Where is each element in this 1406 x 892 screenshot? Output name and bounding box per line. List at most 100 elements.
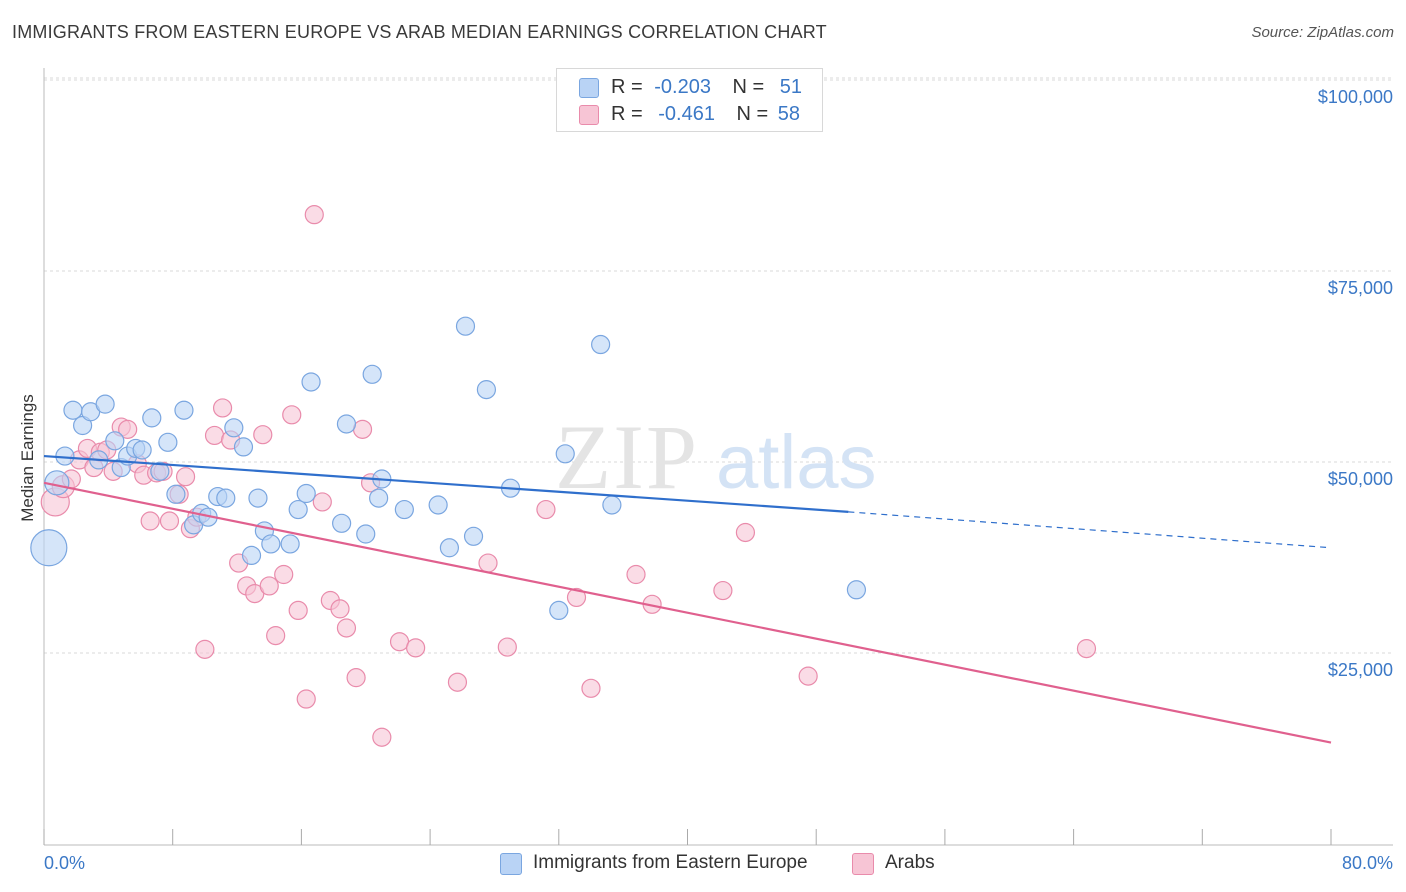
y-axis-title: Median Earnings	[18, 394, 37, 522]
arab-point	[352, 419, 373, 439]
eastern-europe-point	[296, 483, 316, 504]
arab-point	[497, 637, 517, 657]
arab-point	[447, 672, 468, 692]
arab-point	[296, 689, 316, 709]
eastern-europe-point	[224, 418, 244, 438]
arab-point	[735, 522, 756, 543]
arab-point	[175, 467, 196, 487]
eastern-europe-point	[476, 380, 497, 400]
arab-point	[406, 638, 426, 658]
eastern-europe-point	[555, 444, 575, 464]
eastern-europe-point	[336, 414, 357, 434]
arab-point	[118, 419, 138, 439]
arab-point	[389, 632, 410, 652]
eastern-europe-point	[248, 488, 268, 508]
eastern-europe-trend-extension	[848, 511, 1332, 549]
arab-point	[312, 492, 332, 512]
eastern-europe-point	[142, 408, 162, 428]
chart-title: IMMIGRANTS FROM EASTERN EUROPE VS ARAB M…	[12, 22, 827, 42]
arab-point	[713, 580, 733, 601]
arab-point	[282, 405, 302, 425]
arabs-trend-line	[43, 481, 1332, 744]
legend-swatch-blue	[579, 78, 599, 98]
arab-point	[288, 600, 308, 621]
legend-n-label: N =	[732, 76, 765, 98]
arab-point	[253, 425, 273, 445]
eastern-europe-point	[174, 400, 194, 420]
eastern-europe-point	[602, 495, 622, 515]
eastern-europe-point	[356, 524, 376, 544]
axis-layer: $25,000 $50,000 $75,000 $100,000	[43, 68, 1393, 846]
eastern-europe-point	[369, 488, 389, 508]
legend-swatch-pink	[579, 105, 599, 125]
legend-n-value-pink: 58	[777, 103, 801, 125]
arab-point	[304, 205, 324, 225]
watermark-zip: ZIP	[555, 406, 699, 508]
eastern-europe-point	[439, 538, 460, 558]
y-tick-label: $100,000	[1318, 87, 1393, 107]
arab-point	[140, 511, 160, 531]
arab-point	[204, 425, 225, 446]
eastern-europe-point	[428, 495, 448, 515]
arab-point	[478, 553, 498, 573]
legend-n-value-blue: 51	[779, 76, 803, 98]
eastern-europe-point	[591, 334, 611, 355]
eastern-europe-point	[158, 432, 178, 452]
legend-n-label: N =	[736, 103, 769, 125]
eastern-europe-point	[288, 499, 308, 520]
stats-legend: R = -0.203 N = 51 R = -0.461 N = 58	[556, 68, 823, 132]
eastern-europe-point	[95, 394, 115, 414]
watermark: ZIP atlas	[555, 406, 877, 508]
eastern-europe-point	[394, 499, 414, 520]
arab-point	[266, 626, 286, 646]
arab-point	[798, 666, 818, 686]
legend-label-eastern-europe: Immigrants from Eastern Europe	[533, 852, 808, 873]
x-tick-label-max: 80.0%	[1342, 853, 1393, 873]
legend-swatch-arabs	[852, 853, 874, 875]
eastern-europe-point	[846, 580, 867, 600]
eastern-europe-point	[132, 440, 152, 460]
y-tick-label: $50,000	[1328, 469, 1393, 489]
eastern-europe-point	[362, 364, 382, 384]
legend-r-value-pink: -0.461	[658, 103, 715, 125]
arab-point	[159, 511, 180, 531]
eastern-europe-point	[301, 372, 321, 392]
eastern-europe-point	[241, 545, 262, 566]
legend-swatch-eastern-europe	[500, 853, 522, 875]
eastern-europe-point	[30, 529, 68, 567]
eastern-europe-point	[150, 461, 170, 481]
arab-point	[259, 576, 279, 596]
x-tick-label-min: 0.0%	[44, 853, 85, 873]
arab-point	[212, 398, 233, 418]
eastern-europe-point	[233, 437, 254, 457]
eastern-europe-point	[463, 526, 484, 546]
eastern-europe-point	[332, 513, 352, 533]
arab-point	[566, 587, 587, 608]
y-tick-label: $25,000	[1328, 660, 1393, 680]
arab-point	[581, 678, 601, 698]
eastern-europe-point	[455, 316, 476, 336]
legend-r-value-blue: -0.203	[654, 76, 711, 98]
legend-label-arabs: Arabs	[885, 852, 935, 873]
eastern-europe-point	[261, 534, 281, 554]
arab-point	[1076, 639, 1097, 659]
eastern-europe-trend-line	[43, 454, 849, 513]
eastern-europe-point	[166, 484, 186, 504]
y-tick-label: $75,000	[1328, 278, 1393, 298]
legend-r-label: R =	[611, 103, 643, 125]
eastern-europe-point	[105, 431, 125, 451]
trend-lines	[43, 454, 1332, 744]
arab-point	[372, 727, 392, 747]
arab-point	[274, 564, 294, 585]
eastern-europe-points	[30, 316, 867, 621]
eastern-europe-point	[216, 488, 236, 508]
arab-point	[536, 499, 556, 520]
watermark-atlas: atlas	[716, 420, 877, 505]
arab-point	[346, 668, 366, 688]
eastern-europe-point	[549, 600, 569, 621]
arab-point	[626, 564, 646, 585]
arab-point	[336, 618, 357, 638]
arab-point	[330, 599, 350, 619]
eastern-europe-point	[280, 534, 300, 554]
